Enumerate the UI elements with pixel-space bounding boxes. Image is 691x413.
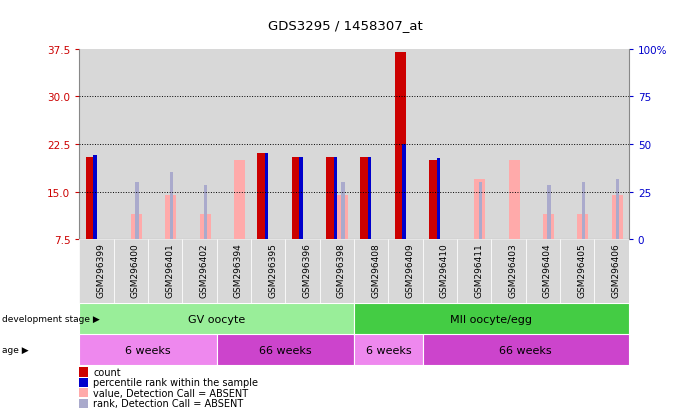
Bar — [326, 157, 337, 240]
Text: GSM296400: GSM296400 — [131, 243, 140, 297]
Bar — [292, 157, 303, 240]
Text: GSM296401: GSM296401 — [165, 243, 174, 297]
Bar — [354, 304, 629, 335]
Bar — [79, 335, 217, 366]
Bar — [526, 240, 560, 304]
Text: 6 weeks: 6 weeks — [366, 345, 411, 355]
Bar — [402, 145, 406, 240]
Bar — [577, 214, 588, 240]
Bar — [285, 240, 320, 304]
Bar — [135, 183, 139, 240]
Bar — [204, 186, 207, 240]
Bar — [612, 195, 623, 240]
Text: 66 weeks: 66 weeks — [259, 345, 312, 355]
Bar — [234, 160, 245, 240]
Bar — [457, 240, 491, 304]
Text: GSM296398: GSM296398 — [337, 243, 346, 297]
Text: GSM296403: GSM296403 — [509, 243, 518, 297]
Bar — [474, 179, 485, 240]
Bar — [457, 50, 491, 240]
Bar — [479, 183, 482, 240]
Bar — [79, 240, 114, 304]
Bar — [388, 240, 423, 304]
Bar — [251, 50, 285, 240]
Text: GSM296411: GSM296411 — [474, 243, 483, 297]
Bar — [388, 50, 423, 240]
Bar — [257, 154, 268, 240]
Bar — [560, 50, 594, 240]
Bar — [354, 240, 388, 304]
Bar — [423, 50, 457, 240]
Text: GDS3295 / 1458307_at: GDS3295 / 1458307_at — [268, 19, 423, 31]
Bar — [368, 157, 371, 240]
Bar — [299, 157, 303, 240]
Bar — [395, 53, 406, 240]
Text: value, Detection Call = ABSENT: value, Detection Call = ABSENT — [93, 388, 248, 398]
Bar — [582, 183, 585, 240]
Bar — [251, 240, 285, 304]
Bar — [594, 50, 629, 240]
Text: 66 weeks: 66 weeks — [500, 345, 552, 355]
Text: rank, Detection Call = ABSENT: rank, Detection Call = ABSENT — [93, 398, 243, 408]
Bar — [217, 335, 354, 366]
Text: GSM296405: GSM296405 — [577, 243, 586, 297]
Bar — [423, 240, 457, 304]
Bar — [360, 157, 371, 240]
Bar — [320, 50, 354, 240]
Bar — [526, 50, 560, 240]
Bar — [148, 50, 182, 240]
Bar — [182, 240, 217, 304]
Text: development stage ▶: development stage ▶ — [2, 315, 100, 323]
Text: GV oocyte: GV oocyte — [188, 314, 245, 324]
Bar — [354, 335, 423, 366]
Text: MII oocyte/egg: MII oocyte/egg — [451, 314, 533, 324]
Text: 6 weeks: 6 weeks — [125, 345, 171, 355]
Bar — [437, 159, 440, 240]
Text: GSM296394: GSM296394 — [234, 243, 243, 297]
Bar — [93, 155, 97, 240]
Bar — [616, 179, 619, 240]
Bar — [341, 183, 345, 240]
Bar — [148, 240, 182, 304]
Bar — [114, 240, 148, 304]
Text: age ▶: age ▶ — [2, 346, 29, 354]
Text: GSM296408: GSM296408 — [371, 243, 380, 297]
Bar — [491, 240, 526, 304]
Bar — [594, 240, 629, 304]
Bar — [165, 195, 176, 240]
Text: GSM296406: GSM296406 — [612, 243, 621, 297]
Bar — [217, 240, 251, 304]
Bar — [337, 195, 348, 240]
Bar — [423, 335, 629, 366]
Bar — [114, 50, 148, 240]
Text: GSM296410: GSM296410 — [440, 243, 449, 297]
Bar — [491, 50, 526, 240]
Bar — [509, 160, 520, 240]
Bar — [79, 304, 354, 335]
Text: GSM296396: GSM296396 — [303, 243, 312, 297]
Text: percentile rank within the sample: percentile rank within the sample — [93, 377, 258, 387]
Bar — [217, 50, 251, 240]
Bar — [547, 186, 551, 240]
Text: count: count — [93, 367, 121, 377]
Bar — [429, 160, 440, 240]
Bar — [79, 50, 114, 240]
Bar — [354, 50, 388, 240]
Text: GSM296402: GSM296402 — [200, 243, 209, 297]
Bar — [170, 173, 173, 240]
Bar — [543, 214, 554, 240]
Bar — [320, 240, 354, 304]
Text: GSM296395: GSM296395 — [268, 243, 277, 297]
Text: GSM296409: GSM296409 — [406, 243, 415, 297]
Bar — [285, 50, 320, 240]
Text: GSM296404: GSM296404 — [543, 243, 552, 297]
Bar — [560, 240, 594, 304]
Bar — [334, 157, 337, 240]
Bar — [182, 50, 217, 240]
Bar — [265, 154, 268, 240]
Bar — [86, 157, 97, 240]
Bar — [200, 214, 211, 240]
Text: GSM296399: GSM296399 — [97, 243, 106, 297]
Bar — [131, 214, 142, 240]
